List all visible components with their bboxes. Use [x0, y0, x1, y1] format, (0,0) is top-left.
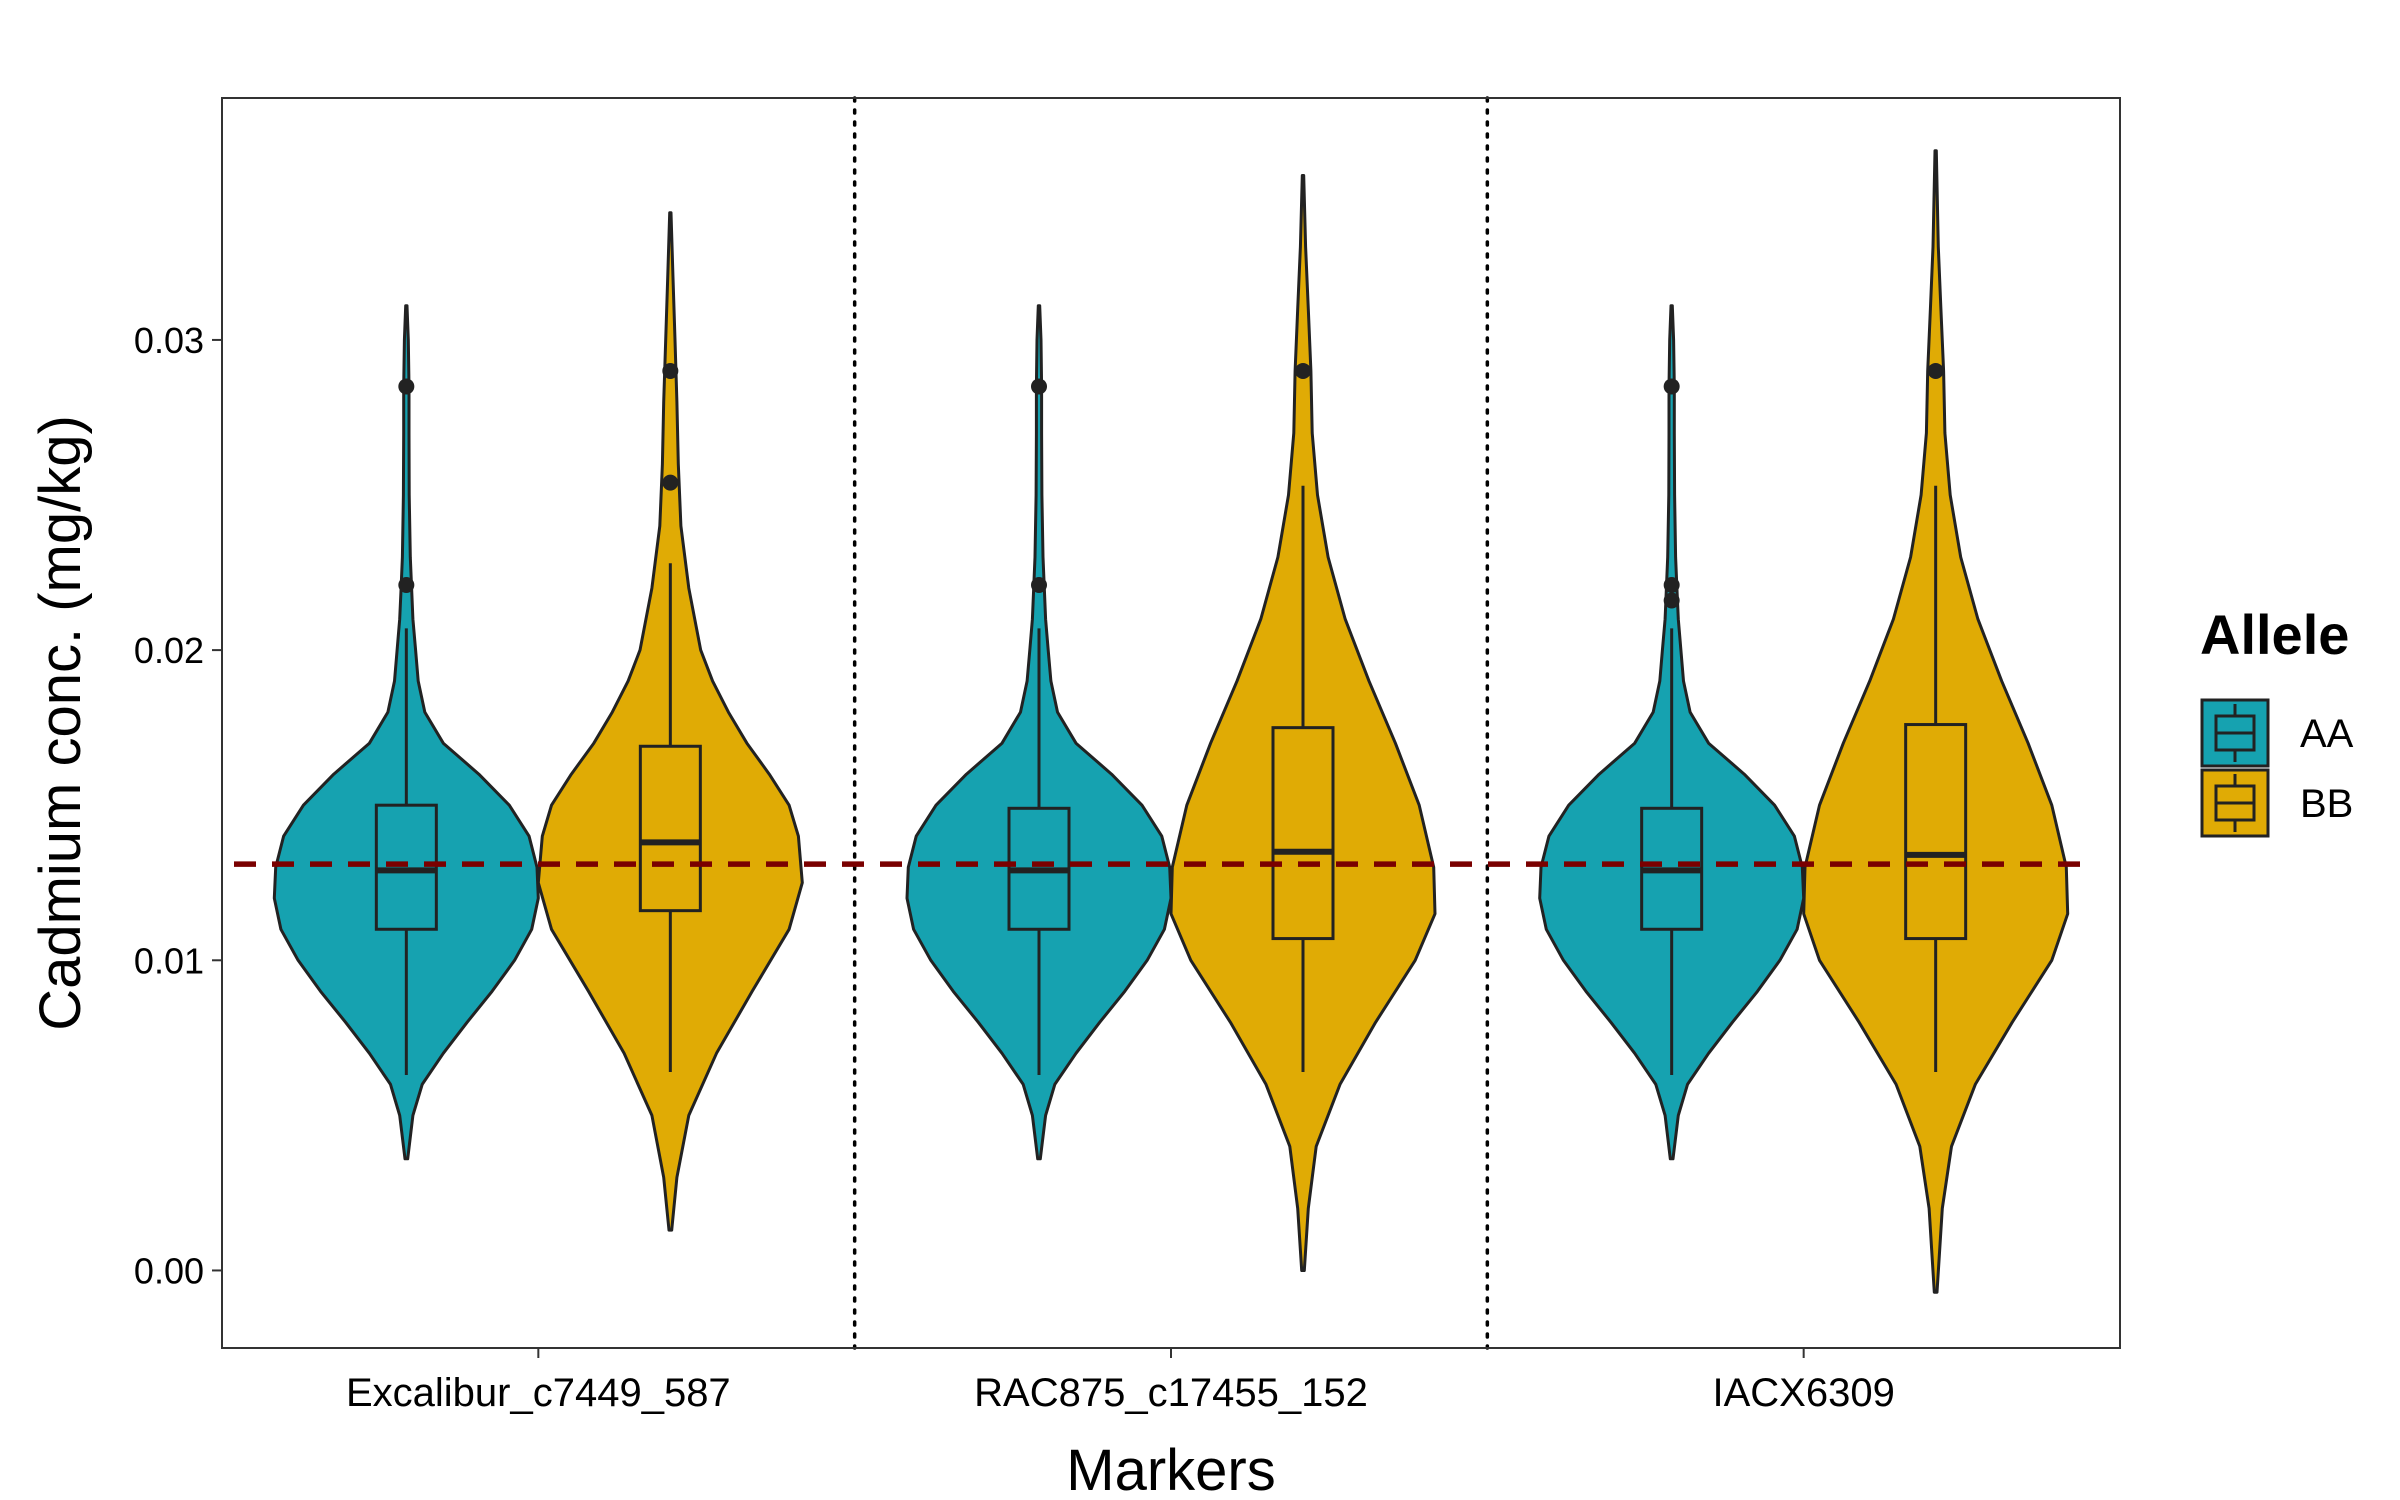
- y-tick-label: 0.01: [134, 940, 204, 981]
- legend-title: Allele: [2200, 603, 2349, 666]
- outlier-point: [1927, 362, 1944, 379]
- x-tick-label: Excalibur_c7449_587: [346, 1371, 731, 1415]
- outlier-point: [662, 362, 679, 379]
- outlier-point: [662, 474, 679, 491]
- x-tick-label: RAC875_c17455_152: [974, 1371, 1368, 1415]
- box-bb: [1904, 723, 1968, 941]
- y-axis-title: Cadmium conc. (mg/kg): [28, 415, 93, 1031]
- outlier-point: [1663, 576, 1680, 593]
- legend: Allele AA BB: [2200, 603, 2354, 838]
- outlier-point: [1031, 378, 1047, 395]
- outlier-point: [1663, 592, 1680, 609]
- outlier-point: [1295, 362, 1311, 379]
- legend-label-aa: AA: [2300, 712, 2354, 756]
- y-tick-label: 0.00: [134, 1250, 204, 1291]
- axes: 0.00 0.01 0.02 0.03 Excalibur_c7449_587 RAC87…: [134, 320, 1895, 1415]
- y-tick-label: 0.02: [134, 630, 204, 671]
- box-aa: [374, 803, 438, 931]
- outlier-point: [398, 576, 415, 593]
- x-tick-label: IACX6309: [1712, 1371, 1894, 1415]
- outlier-point: [398, 378, 415, 395]
- y-tick-label: 0.03: [134, 320, 204, 361]
- plot-area: [234, 96, 2092, 1350]
- outlier-point: [1663, 378, 1680, 395]
- x-axis-title: Markers: [1066, 1438, 1275, 1500]
- box-bb: [1271, 726, 1335, 941]
- box-bb: [638, 744, 702, 913]
- legend-label-bb: BB: [2300, 782, 2353, 826]
- outlier-point: [1031, 576, 1047, 593]
